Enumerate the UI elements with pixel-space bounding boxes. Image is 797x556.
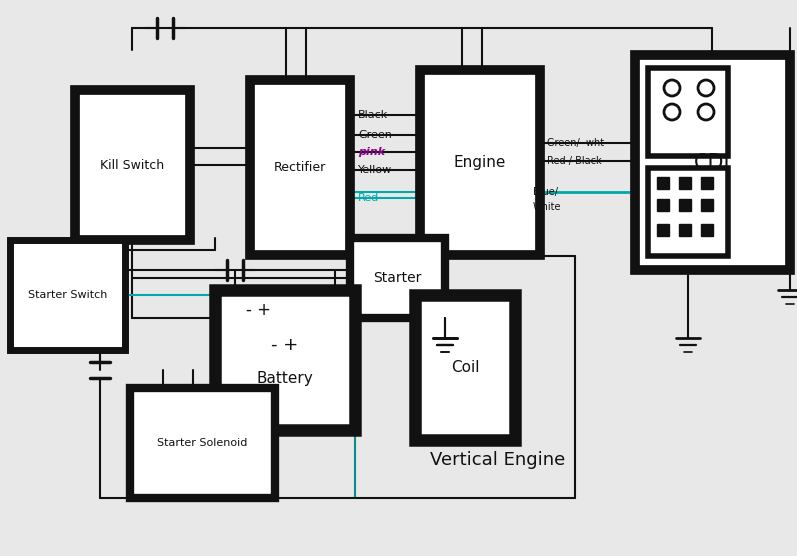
Text: Engine: Engine — [453, 155, 506, 170]
Text: Rectifier: Rectifier — [274, 161, 326, 174]
Bar — [635, 55, 790, 270]
Text: White: White — [533, 202, 562, 212]
Bar — [415, 295, 515, 440]
Text: Battery: Battery — [257, 370, 313, 385]
Bar — [657, 177, 669, 189]
Bar — [657, 199, 669, 211]
Bar — [648, 68, 728, 156]
Bar — [701, 224, 713, 236]
Circle shape — [664, 80, 680, 96]
Bar — [679, 177, 691, 189]
Text: - +: - + — [246, 301, 271, 319]
Text: Green: Green — [358, 130, 392, 140]
Circle shape — [698, 104, 714, 120]
Text: Vertical Engine: Vertical Engine — [430, 451, 565, 469]
Bar — [679, 199, 691, 211]
Bar — [420, 70, 540, 255]
Text: Red / Black: Red / Black — [547, 156, 602, 166]
Bar — [350, 238, 445, 318]
Text: Starter: Starter — [373, 271, 422, 285]
Text: - +: - + — [271, 336, 299, 354]
Bar — [679, 224, 691, 236]
Bar — [75, 90, 190, 240]
Bar — [701, 199, 713, 211]
Text: CDI: CDI — [694, 152, 731, 172]
Text: Yellow: Yellow — [358, 165, 392, 175]
Bar — [130, 388, 275, 498]
Text: Starter Switch: Starter Switch — [28, 290, 107, 300]
Bar — [250, 80, 350, 255]
Bar — [215, 290, 355, 430]
Text: Red: Red — [358, 193, 379, 203]
Circle shape — [664, 104, 680, 120]
Bar — [10, 240, 125, 350]
Bar — [701, 177, 713, 189]
Bar — [648, 168, 728, 256]
Text: Starter Solenoid: Starter Solenoid — [157, 438, 248, 448]
Text: Blue/: Blue/ — [533, 187, 558, 197]
Text: Green/  wht: Green/ wht — [547, 138, 604, 148]
Text: Black: Black — [358, 110, 388, 120]
Text: pink: pink — [358, 147, 385, 157]
Circle shape — [698, 80, 714, 96]
Text: Coil: Coil — [451, 360, 479, 375]
Bar — [657, 224, 669, 236]
Text: Kill Switch: Kill Switch — [100, 158, 164, 171]
